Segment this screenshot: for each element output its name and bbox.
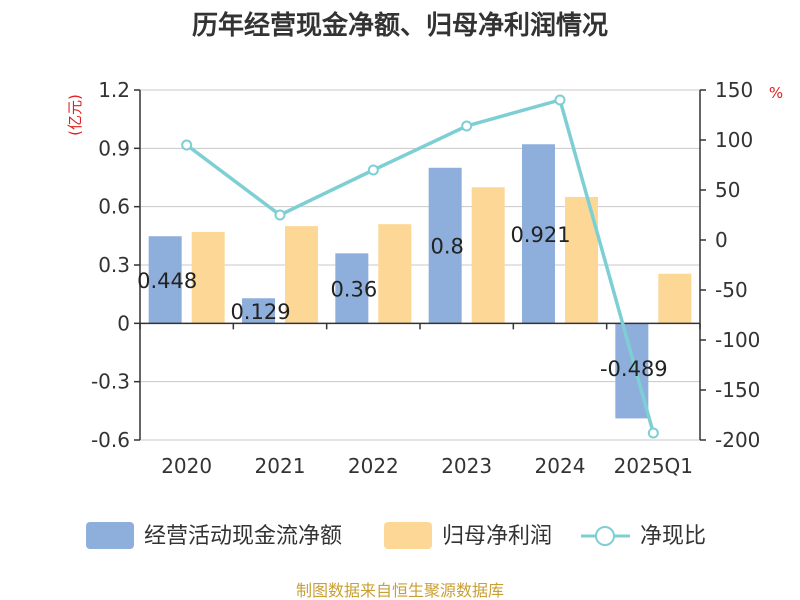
legend-swatch-profit [384, 522, 432, 549]
right-axis-tick-label: 0 [715, 228, 728, 252]
bars [148, 144, 692, 419]
bar-cashflow [428, 167, 462, 324]
right-axis-tick-label: 50 [715, 178, 740, 202]
bar-profit [191, 231, 225, 324]
left-axis-tick-label: 1.2 [98, 78, 130, 102]
left-axis-tick-label: 0 [117, 311, 130, 335]
data-labels: 0.448 0.129 0.36 0.8 0.921 -0.489 [137, 223, 668, 381]
x-axis-tick-label: 2021 [255, 454, 306, 478]
ratio-line [181, 94, 659, 439]
right-axis-tick-label: 150 [715, 78, 753, 102]
chart-title: 历年经营现金净额、归母净利润情况 [192, 10, 608, 41]
data-label-cashflow: 0.448 [137, 269, 197, 293]
left-axis-tick-label: -0.6 [91, 428, 130, 452]
right-axis-tick-label: -100 [715, 328, 760, 352]
left-axis-unit: (亿元) [66, 94, 84, 136]
x-axis-tick-label: 2022 [348, 454, 399, 478]
x-axis-tick-label: 2025Q1 [614, 454, 693, 478]
legend: 经营活动现金流净额 归母净利润 净现比 [86, 522, 706, 549]
bar-profit [658, 273, 692, 324]
data-label-cashflow: 0.129 [230, 300, 290, 324]
axes [134, 89, 706, 441]
bar-cashflow [615, 323, 649, 419]
right-axis-unit: % [769, 84, 783, 102]
tick-labels: 1.2 0.9 0.6 0.3 0 -0.3 -0.6 150 100 50 0 -50 -100 -15… [91, 78, 760, 478]
bar-cashflow [148, 236, 182, 324]
ratio-series-line [185, 97, 656, 434]
ratio-point [554, 94, 566, 106]
legend-label-ratio: 净现比 [640, 524, 706, 549]
ratio-point [367, 164, 379, 176]
data-label-cashflow: 0.921 [510, 223, 570, 247]
left-axis-tick-label: 0.9 [98, 136, 130, 160]
legend-marker-ratio [595, 526, 615, 546]
legend-swatch-cashflow [86, 522, 134, 549]
bar-profit [285, 226, 318, 324]
ratio-point [461, 120, 473, 132]
source-note: 制图数据来自恒生聚源数据库 [296, 581, 504, 600]
x-axis-tick-label: 2020 [161, 454, 212, 478]
ratio-point [181, 139, 193, 151]
right-axis-tick-label: -200 [715, 428, 760, 452]
x-axis-tick-label: 2023 [441, 454, 492, 478]
legend-label-cashflow: 经营活动现金流净额 [144, 524, 342, 549]
left-axis-tick-label: -0.3 [91, 370, 130, 394]
legend-label-profit: 归母净利润 [442, 524, 552, 549]
left-axis-tick-label: 0.6 [98, 195, 130, 219]
bar-profit [378, 224, 412, 324]
bar-cashflow [242, 298, 275, 324]
bar-profit [471, 187, 505, 324]
data-label-cashflow: -0.489 [600, 357, 668, 381]
left-axis-tick-label: 0.3 [98, 253, 130, 277]
ratio-point [274, 209, 286, 221]
right-axis-tick-label: -50 [715, 278, 748, 302]
bar-cashflow [522, 144, 555, 324]
right-axis-tick-label: -150 [715, 378, 760, 402]
data-label-cashflow: 0.8 [430, 235, 463, 259]
data-label-cashflow: 0.36 [330, 277, 377, 301]
x-axis-tick-label: 2024 [535, 454, 586, 478]
right-axis-tick-label: 100 [715, 128, 753, 152]
bar-cashflow [335, 253, 369, 324]
ratio-point [647, 427, 659, 439]
